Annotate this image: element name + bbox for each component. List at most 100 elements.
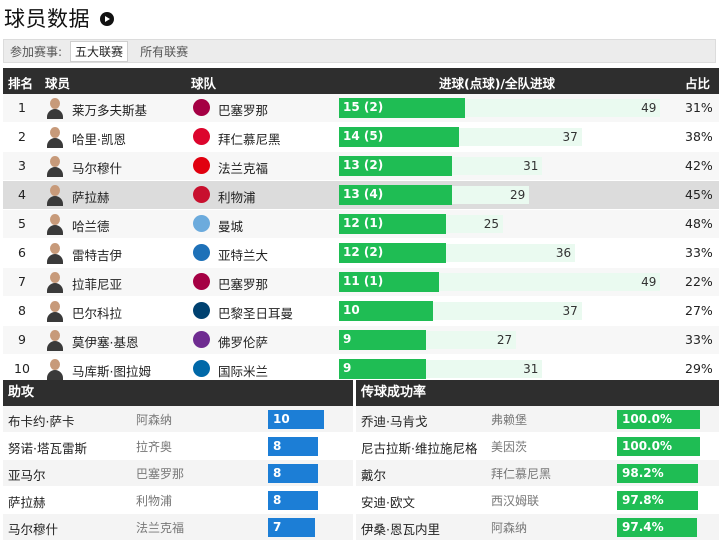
goal-share-pct: 31%: [685, 100, 713, 115]
team-name[interactable]: 巴黎圣日耳曼: [218, 306, 294, 321]
team-goals-value: 36: [555, 246, 572, 260]
player-name[interactable]: 布卡约·萨卡: [8, 414, 75, 429]
player-name[interactable]: 伊桑·恩瓦内里: [361, 522, 440, 537]
header-team: 球队: [191, 76, 217, 91]
player-goals-value: 12 (2): [343, 245, 384, 259]
assists-value-bar: 10: [268, 410, 324, 429]
player-name[interactable]: 戴尔: [361, 468, 387, 483]
assist-row[interactable]: 萨拉赫 利物浦 8: [3, 487, 353, 514]
team-crest-icon: [193, 128, 210, 145]
player-name[interactable]: 拉菲尼亚: [72, 277, 123, 292]
table-row[interactable]: 9 莫伊塞·基恩 佛罗伦萨 27 9 33%: [3, 326, 719, 355]
passing-row[interactable]: 伊桑·恩瓦内里 阿森纳 97.4%: [356, 514, 719, 541]
passing-row[interactable]: 安迪·欧文 西汉姆联 97.8%: [356, 487, 719, 514]
team-crest-icon: [193, 244, 210, 261]
team-name[interactable]: 利物浦: [218, 190, 256, 205]
table-row[interactable]: 6 雷特吉伊 亚特兰大 36 12 (2) 33%: [3, 239, 719, 268]
player-name[interactable]: 萨拉赫: [8, 495, 46, 510]
goal-share-pct: 45%: [685, 187, 713, 202]
team-goals-value: 49: [641, 101, 657, 115]
player-name[interactable]: 马尔穆什: [72, 161, 123, 176]
assist-row[interactable]: 亚马尔 巴塞罗那 8: [3, 460, 353, 487]
player-name[interactable]: 莱万多夫斯基: [72, 103, 148, 118]
player-name[interactable]: 安迪·欧文: [361, 495, 415, 510]
player-name[interactable]: 莫伊塞·基恩: [72, 335, 139, 350]
club-name: 弗赖堡: [491, 413, 528, 427]
goal-share-pct: 27%: [685, 303, 713, 318]
assists-header: 助攻: [3, 380, 353, 406]
team-goals-value: 31: [523, 362, 539, 376]
table-row[interactable]: 4 萨拉赫 利物浦 29 13 (4) 45%: [3, 181, 719, 210]
assists-value-bar: 8: [268, 437, 318, 456]
pass-rate-value-bar: 97.4%: [617, 518, 698, 537]
goal-share-pct: 33%: [685, 245, 713, 260]
goal-share-pct: 42%: [685, 158, 713, 173]
player-goals-bar: 12 (1): [339, 214, 446, 234]
player-name[interactable]: 雷特吉伊: [72, 248, 123, 263]
header-pct: 占比: [685, 76, 711, 91]
team-name[interactable]: 巴塞罗那: [218, 277, 269, 292]
arrow-right-icon[interactable]: [100, 12, 114, 26]
avatar-body: [47, 341, 63, 351]
team-name[interactable]: 佛罗伦萨: [218, 335, 269, 350]
pass-rate-value-bar: 100.0%: [617, 410, 700, 429]
table-row[interactable]: 3 马尔穆什 法兰克福 31 13 (2) 42%: [3, 152, 719, 181]
club-name: 阿森纳: [491, 521, 528, 535]
team-name[interactable]: 曼城: [218, 219, 244, 234]
team-name[interactable]: 国际米兰: [218, 364, 269, 379]
assist-row[interactable]: 马尔穆什 法兰克福 7: [3, 514, 353, 541]
avatar-head: [50, 330, 60, 341]
player-name[interactable]: 哈兰德: [72, 219, 110, 234]
player-name[interactable]: 努诺·塔瓦雷斯: [8, 441, 87, 456]
table-header: 排名 球员 球队 进球(点球)/全队进球 占比: [3, 68, 719, 94]
avatar-head: [50, 301, 60, 312]
club-name: 巴塞罗那: [136, 467, 185, 481]
team-name[interactable]: 法兰克福: [218, 161, 269, 176]
table-row[interactable]: 5 哈兰德 曼城 25 12 (1) 48%: [3, 210, 719, 239]
team-name[interactable]: 巴塞罗那: [218, 103, 269, 118]
club-name: 美因茨: [491, 440, 528, 454]
player-name[interactable]: 尼古拉斯·维拉施尼格: [361, 441, 478, 456]
team-goals-value: 27: [496, 333, 513, 347]
player-name[interactable]: 乔迪·马肯戈: [361, 414, 428, 429]
player-goals-bar: 11 (1): [339, 272, 440, 292]
assist-row[interactable]: 努诺·塔瓦雷斯 拉齐奥 8: [3, 433, 353, 460]
team-crest-icon: [193, 360, 210, 377]
team-goals-value: 29: [509, 188, 526, 202]
table-row[interactable]: 8 巴尔科拉 巴黎圣日耳曼 37 10 27%: [3, 297, 719, 326]
team-name[interactable]: 亚特兰大: [218, 248, 269, 263]
team-crest-icon: [193, 302, 210, 319]
assist-row[interactable]: 布卡约·萨卡 阿森纳 10: [3, 406, 353, 433]
filter-option-top5[interactable]: 五大联赛: [70, 40, 129, 62]
assists-value-bar: 8: [268, 491, 318, 510]
player-name[interactable]: 巴尔科拉: [72, 306, 123, 321]
player-avatar: [46, 97, 64, 119]
goal-share-pct: 22%: [685, 274, 713, 289]
passing-row[interactable]: 乔迪·马肯戈 弗赖堡 100.0%: [356, 406, 719, 433]
player-goals-value: 9: [343, 332, 352, 346]
table-row[interactable]: 2 哈里·凯恩 拜仁慕尼黑 37 14 (5) 38%: [3, 123, 719, 152]
avatar-head: [50, 156, 60, 167]
table-row[interactable]: 10 马库斯·图拉姆 国际米兰 31 9 29%: [3, 355, 719, 384]
player-name[interactable]: 萨拉赫: [72, 190, 110, 205]
team-name[interactable]: 拜仁慕尼黑: [218, 132, 281, 147]
passing-row[interactable]: 尼古拉斯·维拉施尼格 美因茨 100.0%: [356, 433, 719, 460]
avatar-body: [47, 312, 63, 322]
club-name: 拜仁慕尼黑: [491, 467, 552, 481]
avatar-head: [50, 127, 60, 138]
top-scorers-table: 排名 球员 球队 进球(点球)/全队进球 占比 1 莱万多夫斯基 巴塞罗那 49 15 …: [3, 68, 719, 384]
player-name[interactable]: 哈里·凯恩: [72, 132, 126, 147]
team-crest-icon: [193, 215, 210, 232]
player-avatar: [46, 242, 64, 264]
passing-row[interactable]: 戴尔 拜仁慕尼黑 98.2%: [356, 460, 719, 487]
player-name[interactable]: 马库斯·图拉姆: [72, 364, 151, 379]
rank-cell: 10: [14, 361, 30, 376]
player-name[interactable]: 亚马尔: [8, 468, 46, 483]
table-row[interactable]: 7 拉菲尼亚 巴塞罗那 49 11 (1) 22%: [3, 268, 719, 297]
avatar-body: [47, 167, 63, 177]
table-row[interactable]: 1 莱万多夫斯基 巴塞罗那 49 15 (2) 31%: [3, 94, 719, 123]
avatar-body: [47, 225, 63, 235]
rank-cell: 1: [18, 100, 26, 115]
player-name[interactable]: 马尔穆什: [8, 522, 59, 537]
filter-option-all[interactable]: 所有联赛: [140, 44, 189, 59]
